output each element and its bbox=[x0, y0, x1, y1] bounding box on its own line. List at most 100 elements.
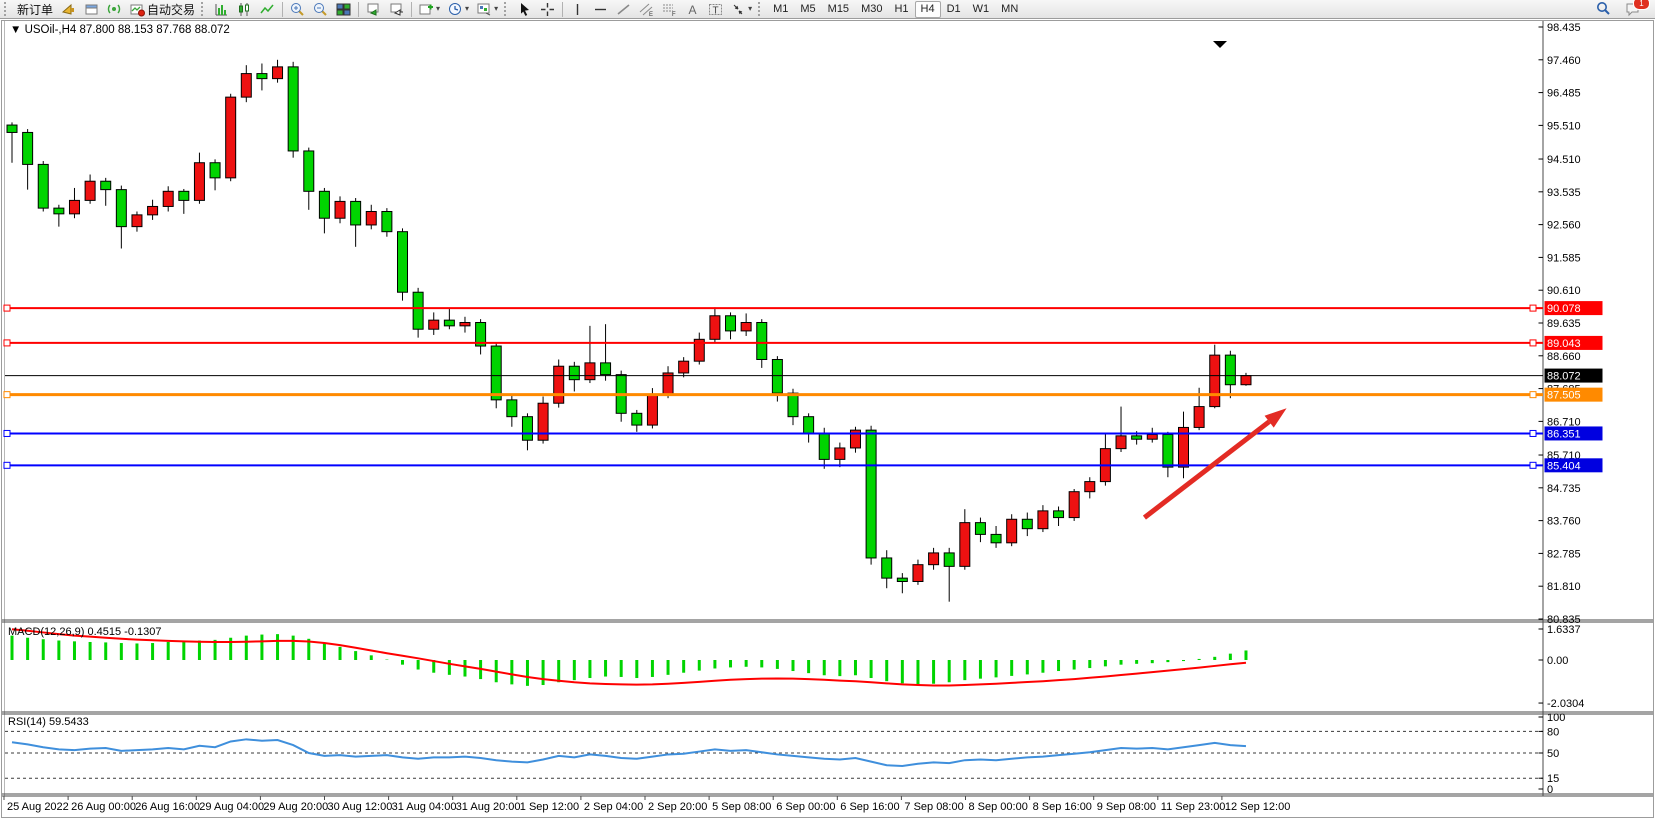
time-axis-label: 1 Sep 12:00 bbox=[520, 801, 579, 813]
cursor-tool-icon[interactable] bbox=[513, 0, 536, 19]
add-indicator-button[interactable]: ▾ bbox=[415, 0, 444, 19]
price-axis-label: 86.710 bbox=[1547, 416, 1581, 428]
price-axis-label: 98.435 bbox=[1547, 22, 1581, 34]
zoom-out-icon[interactable] bbox=[309, 0, 332, 19]
toolbar-separator bbox=[562, 1, 564, 17]
crosshair-tool-icon[interactable] bbox=[536, 0, 559, 19]
arrows-tool-button[interactable]: ▾ bbox=[727, 0, 756, 19]
macd-axis-label: 0.00 bbox=[1547, 655, 1568, 667]
signal-icon[interactable] bbox=[103, 0, 126, 19]
candle-body bbox=[678, 360, 690, 374]
fibonacci-tool-icon[interactable]: F bbox=[658, 0, 681, 19]
price-tag bbox=[1544, 335, 1603, 350]
macd-signal-line bbox=[11, 628, 1247, 687]
arrange-windows-icon[interactable] bbox=[385, 0, 408, 19]
candle-body bbox=[818, 432, 830, 460]
autotrade-button[interactable]: 自动交易 bbox=[126, 0, 199, 19]
candle-body bbox=[334, 200, 346, 219]
zoom-in-icon[interactable] bbox=[286, 0, 309, 19]
hline-marker[interactable] bbox=[1529, 461, 1537, 469]
time-axis-label: 31 Aug 20:00 bbox=[456, 801, 521, 813]
timeframe-button-M30[interactable]: M30 bbox=[861, 3, 883, 15]
timeframe-button-W1[interactable]: W1 bbox=[972, 3, 990, 15]
text-label-tool-icon[interactable]: T bbox=[704, 0, 727, 19]
timeframe-button-D1[interactable]: D1 bbox=[946, 3, 961, 15]
candle-body bbox=[990, 533, 1002, 544]
price-chart[interactable]: 98.435 97.460 96.485 95.510 94.510 93.535 92.5… bbox=[0, 19, 1655, 819]
trend-arrow[interactable] bbox=[1142, 408, 1287, 520]
vertical-line-tool-icon[interactable] bbox=[566, 0, 589, 19]
candle-body bbox=[787, 392, 799, 418]
horizontal-line-tool-icon[interactable] bbox=[589, 0, 612, 19]
candle-body bbox=[193, 162, 205, 201]
hline-marker[interactable] bbox=[3, 304, 11, 312]
notifications-button[interactable]: 1 bbox=[1621, 0, 1650, 19]
candle-body bbox=[1209, 354, 1221, 408]
price-axis-label: 88.660 bbox=[1547, 351, 1581, 363]
candle-body bbox=[631, 412, 643, 426]
time-axis-label: 6 Sep 16:00 bbox=[840, 801, 899, 813]
timeframe-bar: M1 M5 M15 M30 H1 H4 D1 W1 MN bbox=[767, 0, 1024, 18]
timeframe-button-MN[interactable]: MN bbox=[1001, 3, 1019, 15]
candle-body bbox=[865, 429, 877, 559]
new-chart-icon[interactable] bbox=[80, 0, 103, 19]
search-icon[interactable] bbox=[1591, 0, 1615, 19]
candle-body bbox=[537, 402, 549, 441]
templates-button[interactable]: ▾ bbox=[473, 0, 502, 19]
candle-body bbox=[849, 429, 861, 449]
trendline-tool-icon[interactable] bbox=[612, 0, 635, 19]
time-axis-label: 29 Aug 20:00 bbox=[263, 801, 328, 813]
time-axis[interactable]: 25 Aug 2022 26 Aug 00:00 26 Aug 16:00 29 Au… bbox=[3, 796, 1290, 813]
macd-panel: 1.6337 0.00 -2.0304 MACD(12,26,9) 0.4515 -0… bbox=[8, 624, 1584, 710]
candle-body bbox=[84, 180, 96, 201]
candle-body bbox=[240, 73, 252, 98]
timeframe-button-M15[interactable]: M15 bbox=[827, 3, 850, 15]
candle-body bbox=[256, 73, 268, 80]
hline-marker[interactable] bbox=[3, 461, 11, 469]
chevron-down-icon: ▾ bbox=[436, 4, 441, 13]
chart-shift-marker[interactable] bbox=[1213, 41, 1227, 48]
candle-body bbox=[428, 319, 440, 330]
candle-body bbox=[225, 96, 237, 179]
candle-body bbox=[475, 321, 487, 347]
new-order-button[interactable]: 新订单 bbox=[17, 2, 54, 17]
hline-marker[interactable] bbox=[3, 339, 11, 347]
time-axis-label: 6 Sep 00:00 bbox=[776, 801, 835, 813]
hline-marker[interactable] bbox=[3, 391, 11, 399]
hline-marker[interactable] bbox=[1529, 429, 1537, 437]
price-axis-label: 97.460 bbox=[1547, 55, 1581, 67]
bar-chart-icon[interactable] bbox=[210, 0, 233, 19]
timeframe-button-M5[interactable]: M5 bbox=[800, 3, 816, 15]
price-tag-label: 90.078 bbox=[1547, 303, 1581, 315]
hline-marker[interactable] bbox=[1529, 339, 1537, 347]
timeframe-button-H4[interactable]: H4 bbox=[914, 0, 941, 18]
trend-arrow-head[interactable] bbox=[1264, 408, 1287, 428]
tile-windows-icon[interactable] bbox=[332, 0, 355, 19]
hline-marker[interactable] bbox=[1529, 391, 1537, 399]
line-chart-icon[interactable] bbox=[256, 0, 279, 19]
chart-window[interactable]: 98.435 97.460 96.485 95.510 94.510 93.535 92.5… bbox=[0, 19, 1655, 819]
time-axis-label: 12 Sep 12:00 bbox=[1225, 801, 1290, 813]
cascade-windows-icon[interactable] bbox=[362, 0, 385, 19]
timeframe-button-M1[interactable]: M1 bbox=[773, 3, 789, 15]
text-tool-icon[interactable]: A bbox=[681, 0, 704, 19]
candle-body bbox=[22, 131, 34, 165]
rsi-panel: 100 80 50 150 RSI(14) 59.5433 bbox=[5, 712, 1565, 796]
hline-marker[interactable] bbox=[1529, 304, 1537, 312]
price-axis-label: 91.585 bbox=[1547, 252, 1581, 264]
autotrade-icon bbox=[130, 2, 146, 17]
candle-body bbox=[756, 321, 768, 360]
rsi-line bbox=[11, 738, 1247, 767]
timeframe-button-H1[interactable]: H1 bbox=[894, 3, 909, 15]
time-axis-label: 7 Sep 08:00 bbox=[904, 801, 963, 813]
periods-button[interactable]: ▾ bbox=[444, 0, 473, 19]
megaphone-icon[interactable] bbox=[57, 0, 80, 19]
candle-body bbox=[943, 552, 955, 567]
channel-tool-icon[interactable]: E bbox=[635, 0, 658, 19]
candle-body bbox=[6, 124, 18, 133]
price-tag-label: 86.351 bbox=[1547, 428, 1581, 440]
candlestick-chart-icon[interactable] bbox=[233, 0, 256, 19]
trend-arrow-shaft[interactable] bbox=[1142, 419, 1271, 520]
hline-marker[interactable] bbox=[3, 429, 11, 437]
